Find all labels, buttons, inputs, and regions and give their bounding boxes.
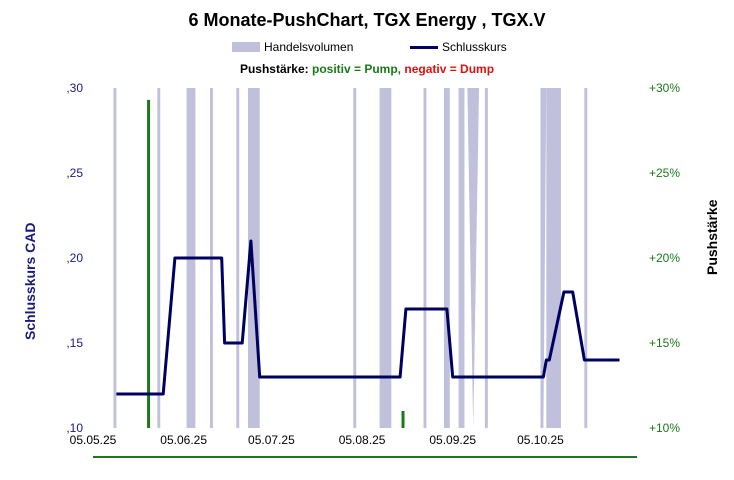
y-tick-left: ,10	[66, 421, 83, 435]
x-tick-label: 05.05.25	[70, 433, 117, 447]
volume-peak	[467, 88, 480, 428]
legend-close: Schlusskurs	[410, 40, 507, 54]
legend-volume-label: Handelsvolumen	[264, 40, 354, 54]
volume-band	[236, 88, 240, 428]
volume-band	[443, 88, 450, 428]
legend: Handelsvolumen Schlusskurs	[0, 40, 734, 56]
volume-band	[157, 88, 161, 428]
chart-title: 6 Monate-PushChart, TGX Energy , TGX.V	[188, 10, 546, 30]
volume-band	[546, 88, 561, 428]
y-tick-left: ,25	[66, 166, 83, 180]
volume-band	[379, 88, 392, 428]
y-tick-right: +15%	[649, 336, 680, 350]
legend-close-swatch	[410, 45, 438, 49]
push-legend: Pushstärke: positiv = Pump, negativ = Du…	[0, 62, 734, 76]
y-tick-left: ,15	[66, 336, 83, 350]
volume-band	[248, 88, 260, 428]
volume-band	[458, 88, 465, 428]
y-tick-left: ,30	[66, 81, 83, 95]
y-tick-right: +10%	[649, 421, 680, 435]
x-tick-label: 05.07.25	[248, 433, 295, 447]
x-tick-label: 05.09.25	[429, 433, 476, 447]
volume-band	[584, 88, 588, 428]
volume-peak	[540, 88, 547, 428]
push-negative: negativ = Dump	[404, 62, 495, 76]
legend-volume: Handelsvolumen	[232, 40, 353, 54]
x-tick-label: 05.06.25	[160, 433, 207, 447]
y-tick-right: +20%	[649, 251, 680, 265]
x-tick-label: 05.10.25	[517, 433, 564, 447]
close-price-line	[116, 239, 620, 396]
legend-close-label: Schlusskurs	[442, 40, 507, 54]
volume-band	[353, 88, 357, 428]
y-tick-right: +30%	[649, 81, 680, 95]
push-positive: positiv = Pump,	[312, 62, 402, 76]
x-tick-label: 05.08.25	[339, 433, 386, 447]
y-tick-left: ,20	[66, 251, 83, 265]
volume-band	[423, 88, 427, 428]
legend-volume-swatch	[232, 42, 260, 52]
push-prefix: Pushstärke:	[239, 62, 309, 76]
volume-band	[113, 88, 117, 428]
volume-band	[484, 88, 488, 428]
y-tick-right: +25%	[649, 166, 680, 180]
